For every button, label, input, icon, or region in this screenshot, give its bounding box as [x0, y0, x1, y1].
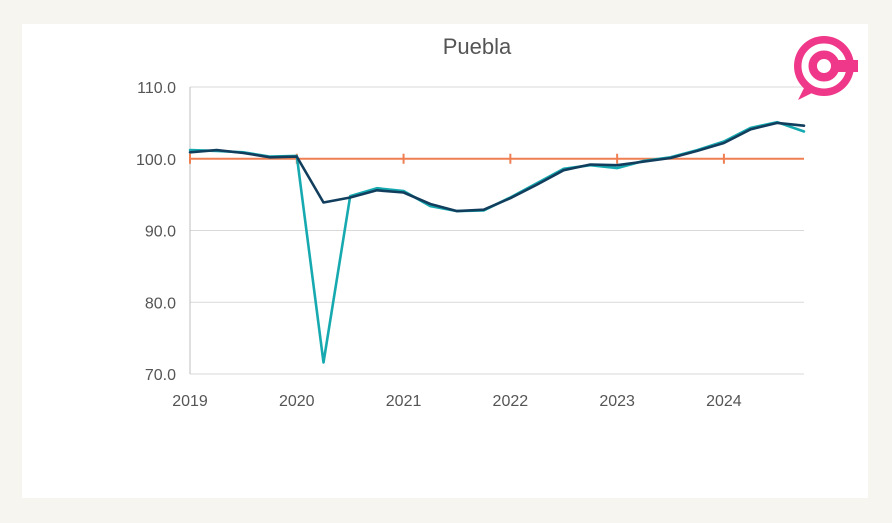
- axes: 70.0 80.0 90.0 100.0 110.0 2019 2020 2021 2022 20…: [136, 80, 804, 410]
- series-group: [188, 120, 806, 364]
- x-tick-label: 2022: [493, 393, 529, 410]
- y-tick-label: 100.0: [136, 152, 176, 169]
- x-tick-label: 2021: [386, 393, 422, 410]
- chart-card: 70.0 80.0 90.0 100.0 110.0 2019 2020 2021 2022 20…: [22, 24, 868, 498]
- x-tick-label: 2019: [172, 393, 208, 410]
- brand-logo-icon: [794, 36, 858, 100]
- y-tick-label: 110.0: [137, 80, 176, 97]
- line-chart: 70.0 80.0 90.0 100.0 110.0 2019 2020 2021 2022 20…: [136, 34, 858, 410]
- x-tick-label: 2024: [706, 393, 742, 410]
- x-tick-label: 2023: [599, 393, 635, 410]
- y-tick-label: 90.0: [145, 224, 176, 241]
- y-tick-label: 80.0: [145, 295, 176, 312]
- x-tick-label: 2020: [279, 393, 315, 410]
- y-tick-label: 70.0: [145, 367, 176, 384]
- chart-title: Puebla: [443, 34, 512, 59]
- series-line-2: [188, 121, 806, 213]
- grid: [190, 86, 804, 375]
